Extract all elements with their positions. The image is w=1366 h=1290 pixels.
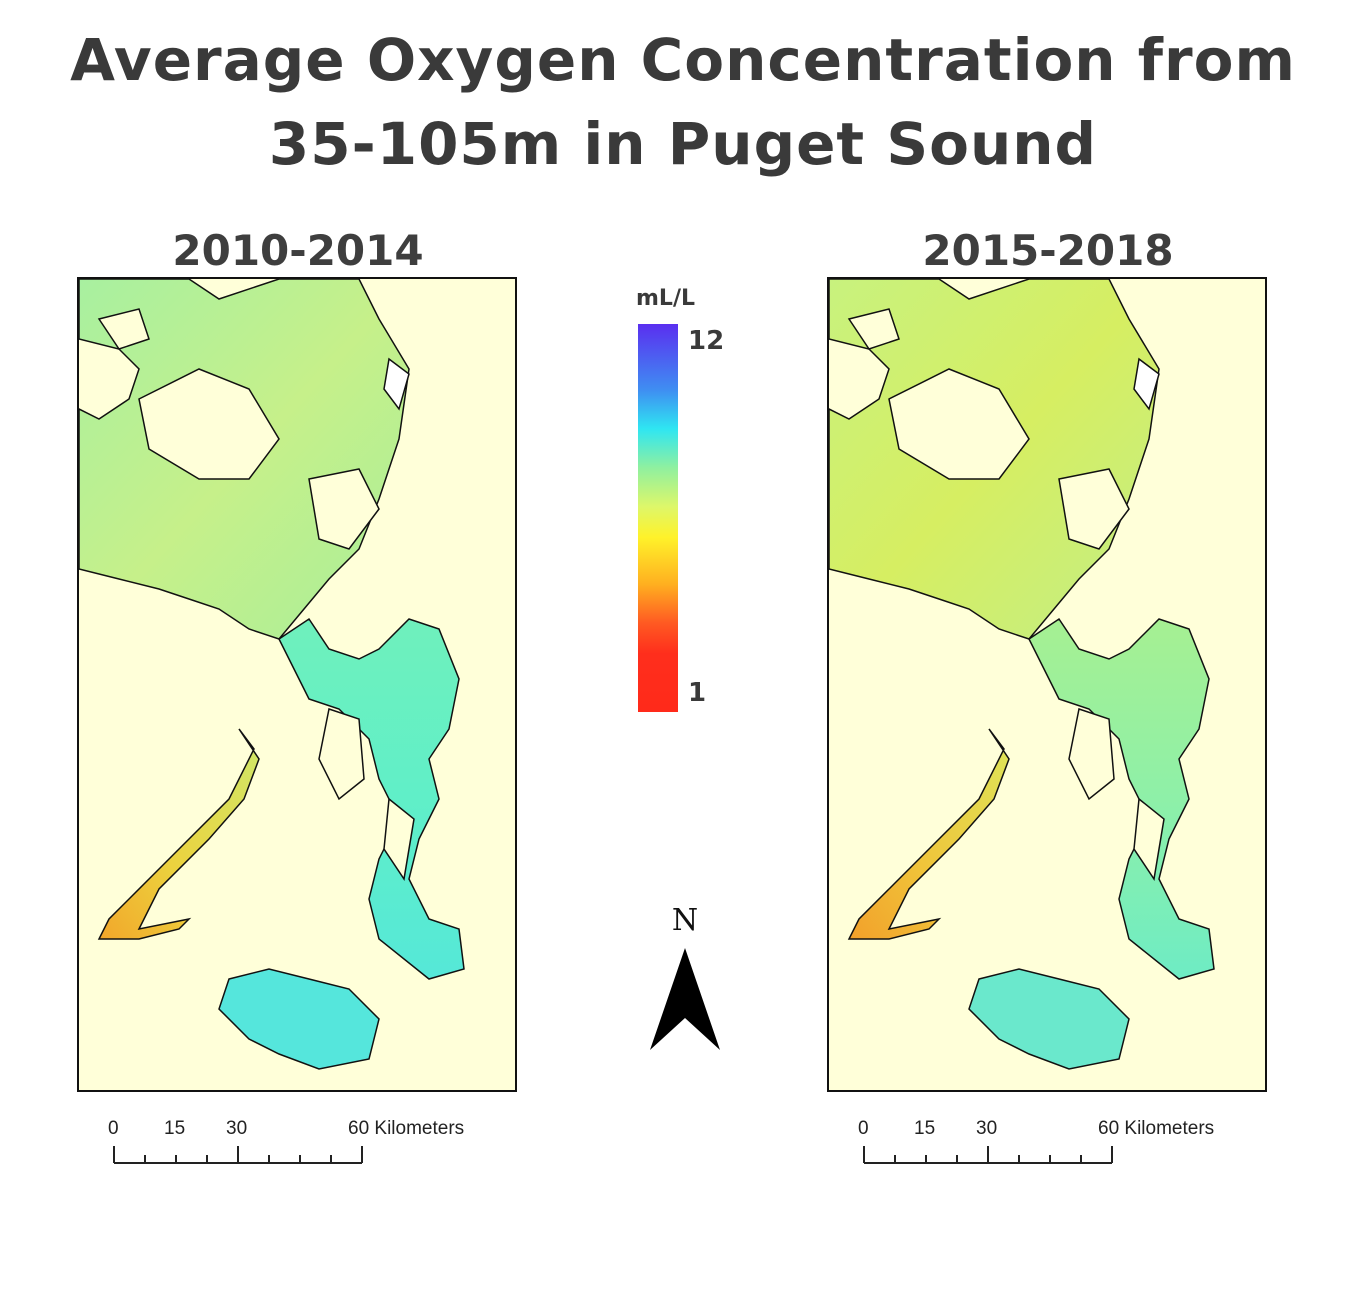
scale-label-0: 0: [108, 1118, 119, 1139]
map-panel-2015-2018: [827, 277, 1267, 1092]
scale-label-60: 60 Kilometers: [348, 1118, 465, 1139]
scale-bar-ticks: [863, 1146, 1113, 1164]
main-basin: [1028, 617, 1215, 980]
legend-min-label: 1: [688, 678, 707, 708]
panel-title-left: 2010-2014: [172, 226, 424, 275]
legend-color-ramp: [638, 324, 678, 712]
map-title-line-1: Average Oxygen Concentration from: [70, 26, 1296, 94]
scale-label-0: 0: [858, 1118, 869, 1139]
south-sound-inlets: [218, 968, 380, 1070]
water-body-map-right: [829, 279, 1215, 1070]
panel-title-right: 2015-2018: [922, 226, 1174, 275]
hood-canal: [847, 728, 1010, 940]
legend-max-label: 12: [688, 326, 725, 356]
north-arrow-label: N: [672, 903, 698, 938]
scale-label-15: 15: [914, 1118, 936, 1139]
legend-title: mL/L: [636, 286, 695, 311]
island: [1133, 797, 1165, 881]
scale-bar-left: 0 15 30 60 Kilometers: [100, 1118, 520, 1168]
scale-label-60: 60 Kilometers: [1098, 1118, 1215, 1139]
scale-bar-ticks: [113, 1146, 363, 1164]
island: [97, 308, 150, 350]
north-arrow: N: [640, 900, 730, 1060]
island: [138, 368, 280, 480]
scale-label-15: 15: [164, 1118, 186, 1139]
north-arrow-icon: N: [650, 903, 720, 1050]
map-panel-2010-2014: [77, 277, 517, 1092]
island: [1058, 468, 1130, 550]
map-title-line-2: 35-105m in Puget Sound: [268, 110, 1098, 178]
south-sound-inlets: [968, 968, 1130, 1070]
island: [383, 357, 410, 411]
island: [888, 368, 1030, 480]
scale-bar-right: 0 15 30 60 Kilometers: [850, 1118, 1270, 1168]
island: [308, 468, 380, 550]
scale-label-30: 30: [226, 1118, 248, 1139]
main-basin: [278, 617, 465, 980]
island: [1133, 357, 1160, 411]
water-body-map-left: [79, 279, 465, 1070]
island: [847, 308, 900, 350]
island: [1068, 708, 1115, 801]
island: [383, 797, 415, 881]
scale-label-30: 30: [976, 1118, 998, 1139]
island: [318, 708, 365, 801]
hood-canal: [97, 728, 260, 940]
